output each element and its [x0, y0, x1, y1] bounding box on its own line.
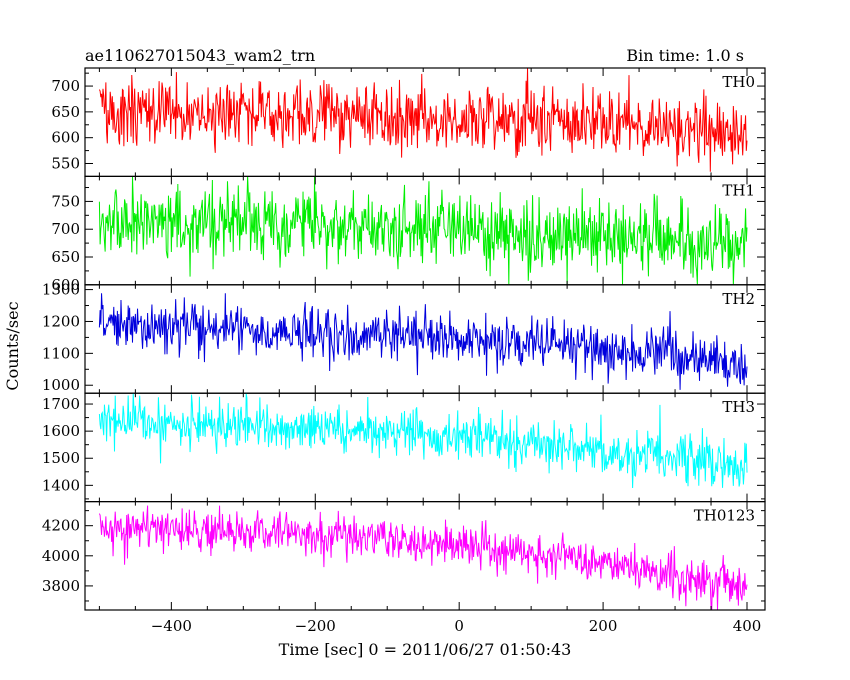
y-tick-label: 650	[51, 103, 80, 121]
y-tick-label: 1000	[42, 376, 80, 394]
y-tick-label: 1400	[42, 476, 80, 494]
x-tick-label: −200	[295, 617, 336, 635]
y-tick-label: 1600	[42, 422, 80, 440]
y-tick-label: 1500	[42, 449, 80, 467]
y-tick-label: 1300	[42, 281, 80, 299]
y-tick-label: 750	[51, 192, 80, 210]
panel-frame	[84, 392, 766, 503]
x-axis-title: Time [sec] 0 = 2011/06/27 01:50:43	[279, 640, 572, 659]
panel-th0123: 3800 4000 4200 TH0123	[42, 501, 766, 611]
series-line-th1	[98, 176, 748, 285]
y-axis-title: Counts/sec	[3, 301, 22, 390]
panel-th3: 1400 1500 1600 1700 TH3	[42, 392, 766, 503]
series-line-th0	[98, 67, 748, 172]
y-tick-label: 1200	[42, 312, 80, 330]
panel-th1: 600 650 700 750 TH1	[51, 175, 766, 294]
y-tick-label: 700	[51, 220, 80, 238]
y-tick-label: 550	[51, 154, 80, 172]
y-tick-label: 1100	[42, 344, 80, 362]
y-tick-label: 600	[51, 129, 80, 147]
x-tick-label: −400	[151, 617, 192, 635]
panel-label-th1: TH1	[722, 181, 755, 199]
panel-label-th0123: TH0123	[694, 507, 755, 525]
y-tick-label: 3800	[42, 577, 80, 595]
y-tick-label: 4000	[42, 547, 80, 565]
panel-label-th2: TH2	[722, 290, 755, 308]
series-line-th2	[98, 293, 748, 390]
y-tick-label: 700	[51, 77, 80, 95]
x-tick-label: 0	[454, 617, 464, 635]
x-axis: −400 −200 0 200 400	[151, 617, 762, 635]
y-tick-label: 600	[51, 276, 80, 294]
panel-th2: 1000 1100 1200 1300 TH2	[42, 281, 766, 394]
x-tick-label: 400	[733, 617, 762, 635]
panel-label-th3: TH3	[722, 398, 755, 416]
series-line-th3	[98, 393, 748, 488]
series-line-th0123	[98, 505, 748, 611]
panel-th0: 550 600 650 700 TH0	[51, 67, 766, 178]
y-tick-label: 1700	[42, 395, 80, 413]
panel-label-th0: TH0	[722, 73, 755, 91]
y-tick-label: 650	[51, 248, 80, 266]
light-curve-panels: 550 600 650 700 TH0 600 650 700 750 TH1 1000 1100 12…	[42, 67, 766, 611]
bin-time-label: Bin time: 1.0 s	[626, 46, 744, 65]
observation-title: ae110627015043_wam2_trn	[85, 46, 315, 65]
x-tick-label: 200	[589, 617, 618, 635]
y-tick-label: 4200	[42, 517, 80, 535]
